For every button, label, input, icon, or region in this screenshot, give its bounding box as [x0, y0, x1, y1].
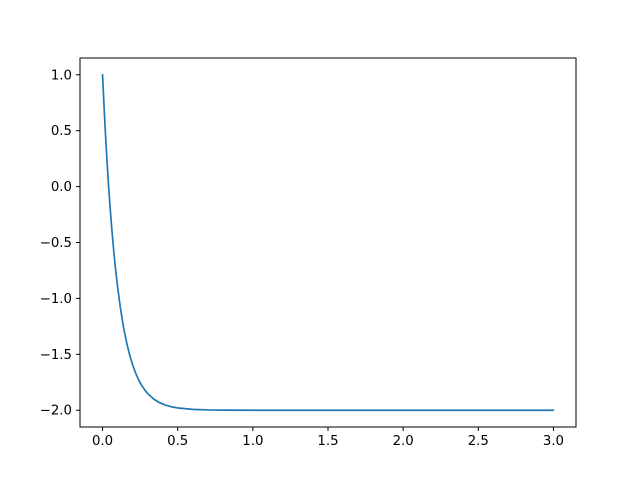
- y-tick-label: −1.5: [40, 348, 72, 363]
- plot-area-border: [79, 57, 577, 428]
- y-tick-label: −0.5: [40, 236, 72, 251]
- x-tick-label: 3.0: [543, 434, 564, 449]
- x-axis-ticks: [102, 427, 554, 431]
- y-tick-label: 0.5: [51, 124, 72, 139]
- x-axis-tick-labels: 0.0 0.5 1.0 1.5 2.0 2.5 3.0: [92, 434, 564, 449]
- x-tick-label: 2.5: [468, 434, 489, 449]
- y-axis-tick-labels: 1.0 0.5 0.0 −0.5 −1.0 −1.5 −2.0: [40, 68, 72, 418]
- y-tick-label: 0.0: [51, 180, 72, 195]
- y-tick-label: −2.0: [40, 404, 72, 419]
- y-tick-label: 1.0: [51, 68, 72, 83]
- plot-area: [80, 58, 576, 427]
- y-axis-ticks: [76, 74, 80, 411]
- x-tick-label: 0.0: [92, 434, 113, 449]
- x-tick-label: 1.5: [317, 434, 338, 449]
- data-line: [101, 73, 555, 412]
- x-tick-label: 1.0: [242, 434, 263, 449]
- x-tick-label: 0.5: [167, 434, 188, 449]
- y-tick-label: −1.0: [40, 292, 72, 307]
- x-tick-label: 2.0: [393, 434, 414, 449]
